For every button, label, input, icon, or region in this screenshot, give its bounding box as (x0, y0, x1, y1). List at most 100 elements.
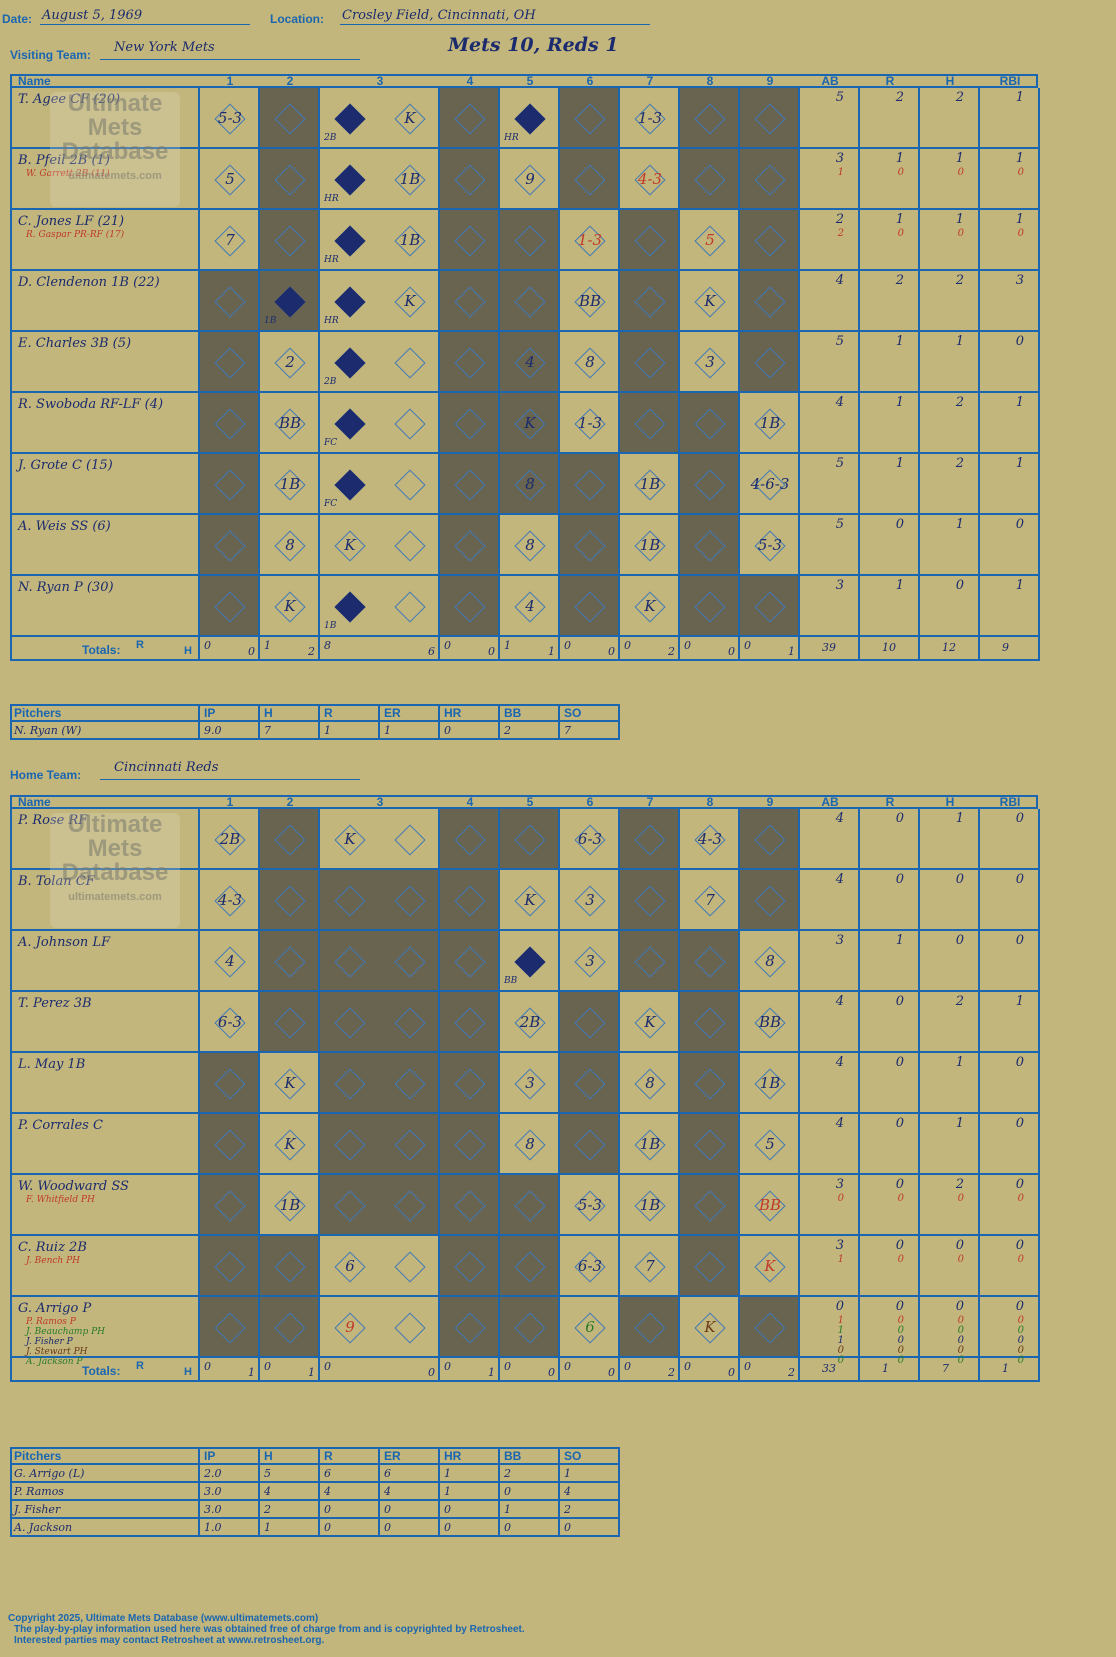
home-totals-runs: 0 (624, 1360, 631, 1373)
home-name-cell (10, 1236, 200, 1297)
home-inning-cell (440, 931, 500, 992)
home-totals-inning-cell (500, 1358, 560, 1382)
visitors-stat-r: 2 (895, 273, 904, 288)
home-inning-cell (440, 1114, 500, 1175)
home-play-result: K (764, 1256, 776, 1275)
visitors-player-name: D. Clendenon 1B (22) (18, 275, 160, 290)
home-stat-cell-h (920, 870, 980, 931)
home-stat-cell-r (860, 1053, 920, 1114)
home-sub-stat-rbi: 0 (1017, 1315, 1024, 1326)
visitors-inning-cell (440, 271, 500, 332)
home-inning-cell (320, 1114, 440, 1175)
visitors-pitcher-value: 7 (564, 724, 571, 737)
visitors-inning-cell (740, 454, 800, 515)
home-totals-runs: 0 (744, 1360, 751, 1373)
home-totals-h-label: H (184, 1366, 192, 1378)
visitors-inning-cell (680, 393, 740, 454)
home-pitcher-value: 0 (324, 1503, 331, 1516)
home-inning-cell (500, 809, 560, 870)
visitors-inning-cell (260, 88, 320, 149)
home-stat-h: 2 (955, 994, 964, 1009)
home-inning-cell (260, 1053, 320, 1114)
visitors-totals-inning-cell (260, 637, 320, 661)
home-sub-stat-rbi: 0 (1017, 1325, 1024, 1336)
visitors-inning-cell (440, 515, 500, 576)
home-sub-stat-h: 0 (957, 1325, 964, 1336)
visitors-totals-label: Totals: (82, 643, 121, 657)
visitors-name-cell (10, 88, 200, 149)
visitors-inning-cell (200, 454, 260, 515)
visitors-inning-header-4: 4 (466, 74, 474, 88)
visitors-inning-cell (680, 149, 740, 210)
home-inning-cell (620, 1053, 680, 1114)
home-inning-cell (260, 870, 320, 931)
home-inning-cell (260, 931, 320, 992)
home-inning-cell (260, 1114, 320, 1175)
home-stat-cell-ab (800, 1053, 860, 1114)
visitors-play-result: 2 (285, 352, 295, 371)
visitors-inning-header-6: 6 (586, 74, 594, 88)
visitors-stat-rbi: 3 (1015, 273, 1024, 288)
home-sub-name: F. Whitfield PH (26, 1195, 95, 1205)
visitors-pitcher-cell (200, 722, 260, 740)
visitors-play-result: 8 (525, 474, 535, 493)
visitors-inning-cell (620, 576, 680, 637)
visitors-inning-cell (440, 149, 500, 210)
home-stat-cell-h (920, 1175, 980, 1236)
visitors-inning-cell (740, 210, 800, 271)
home-totals-runs: 0 (264, 1360, 271, 1373)
home-inning-cell (200, 1236, 260, 1297)
home-inning-cell (200, 1114, 260, 1175)
visitors-totals-runs: 0 (684, 639, 691, 652)
visitors-stat-rbi: 1 (1015, 395, 1024, 410)
visitors-stat-rbi: 1 (1015, 212, 1024, 227)
home-totals-inning-cell (440, 1358, 500, 1382)
visitors-stat-cell-ab (800, 454, 860, 515)
home-team-value: Cincinnati Reds (114, 760, 219, 775)
visitors-player-name: A. Weis SS (6) (18, 519, 111, 534)
home-totals-inning-cell (260, 1358, 320, 1382)
home-totals-inning-cell (560, 1358, 620, 1382)
home-play-result: K (284, 1073, 296, 1092)
visitors-totals-inning-cell (320, 637, 440, 661)
home-inning-header-4: 4 (466, 795, 474, 809)
home-stat-cell-r (860, 992, 920, 1053)
visitors-stat-h: 1 (955, 334, 964, 349)
home-pitcher-value: 2 (504, 1467, 511, 1480)
home-play-result: 3 (525, 1073, 535, 1092)
visitors-play-result: 1-3 (637, 108, 663, 127)
visitors-totals-hits: 1 (788, 645, 795, 658)
home-pitcher-cell (500, 1465, 560, 1483)
home-inning-cell (740, 1114, 800, 1175)
visitors-stat-ab: 2 (835, 212, 844, 227)
visitors-totals-hits: 0 (728, 645, 735, 658)
visitors-stat-cell-h (920, 332, 980, 393)
visitors-stat-cell-ab (800, 576, 860, 637)
home-stat-h: 0 (955, 1299, 964, 1314)
home-play-result: 9 (345, 1317, 355, 1336)
visitors-inning-cell (560, 576, 620, 637)
home-pitcher-cell (560, 1501, 620, 1519)
visitors-player-name: C. Jones LF (21) (18, 214, 125, 229)
home-play-result: BB (758, 1195, 782, 1214)
home-inning-header-9: 9 (766, 795, 774, 809)
footer-copyright: Copyright 2025, Ultimate Mets Database (… (8, 1613, 319, 1624)
home-inning-cell (320, 992, 440, 1053)
home-totals-stat-cell (980, 1358, 1040, 1382)
visitors-inning-cell (260, 576, 320, 637)
home-sub-stat-r: 0 (897, 1254, 904, 1265)
visitors-play-result: 4 (525, 596, 535, 615)
visitors-stat-rbi: 1 (1015, 578, 1024, 593)
home-stat-cell-r (860, 809, 920, 870)
home-play-result: 7 (645, 1256, 655, 1275)
visitors-player-name: J. Grote C (15) (18, 458, 113, 473)
home-totals-hits: 2 (788, 1366, 795, 1379)
visitors-inning-cell (320, 88, 440, 149)
visitors-pitcher-cell (380, 722, 440, 740)
home-stat-cell-rbi (980, 809, 1040, 870)
home-inning-cell (500, 870, 560, 931)
home-play-result: BB (758, 1012, 782, 1031)
home-totals-hits: 0 (728, 1366, 735, 1379)
home-scoresheet: Name 1 2 3 4 5 6 7 8 9 AB R H RBI P. Rose RF 4 0 1 0 2B K 6-3… (10, 795, 1096, 1433)
home-stat-h: 1 (955, 1116, 964, 1131)
